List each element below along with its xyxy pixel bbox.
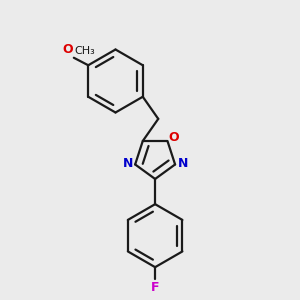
Text: N: N <box>177 158 188 170</box>
Text: CH₃: CH₃ <box>74 46 95 56</box>
Text: N: N <box>122 158 133 170</box>
Text: O: O <box>63 43 73 56</box>
Text: F: F <box>151 281 159 294</box>
Text: O: O <box>169 131 179 145</box>
